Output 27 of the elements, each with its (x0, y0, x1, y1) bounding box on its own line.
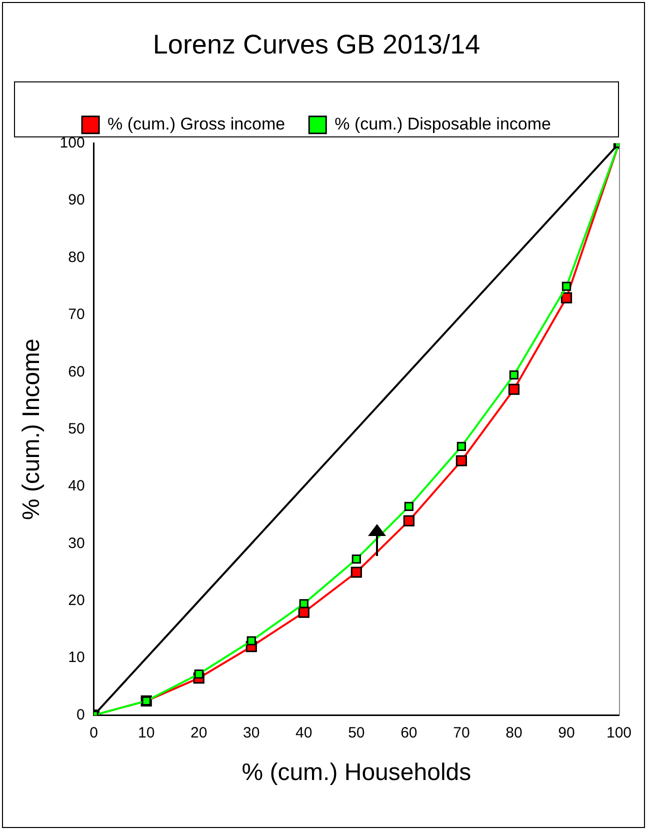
x-tick-label: 80 (506, 724, 522, 742)
chart-title: Lorenz Curves GB 2013/14 (152, 30, 480, 60)
x-tick-label: 10 (138, 724, 155, 742)
x-axis-title: % (cum.) Households (242, 759, 472, 786)
x-tick-label: 70 (453, 724, 470, 742)
x-tick-label: 0 (90, 724, 98, 742)
x-tick-label: 100 (606, 724, 632, 742)
x-tick-label: 30 (243, 724, 260, 742)
y-tick-label: 70 (68, 306, 85, 324)
x-tick-label: 40 (296, 724, 312, 742)
y-axis-title: % (cum.) Income (18, 338, 46, 520)
y-tick-label: 0 (76, 706, 85, 724)
x-tick-label: 90 (558, 724, 575, 742)
y-tick-label: 100 (60, 134, 85, 152)
y-tick-label: 80 (68, 248, 85, 266)
y-tick-label: 30 (68, 534, 85, 552)
x-tick-label: 60 (400, 724, 418, 742)
y-tick-label: 40 (68, 478, 85, 495)
y-tick-label: 10 (68, 649, 85, 666)
legend-label: % (cum.) Gross income (108, 114, 286, 134)
y-tick-label: 60 (68, 363, 85, 380)
y-tick-label: 90 (68, 192, 85, 209)
x-tick-label: 20 (190, 724, 208, 742)
x-tick-label: 50 (348, 724, 365, 742)
y-tick-label: 20 (68, 592, 85, 609)
legend-label: % (cum.) Disposable income (334, 114, 551, 134)
y-tick-label: 50 (68, 420, 85, 438)
